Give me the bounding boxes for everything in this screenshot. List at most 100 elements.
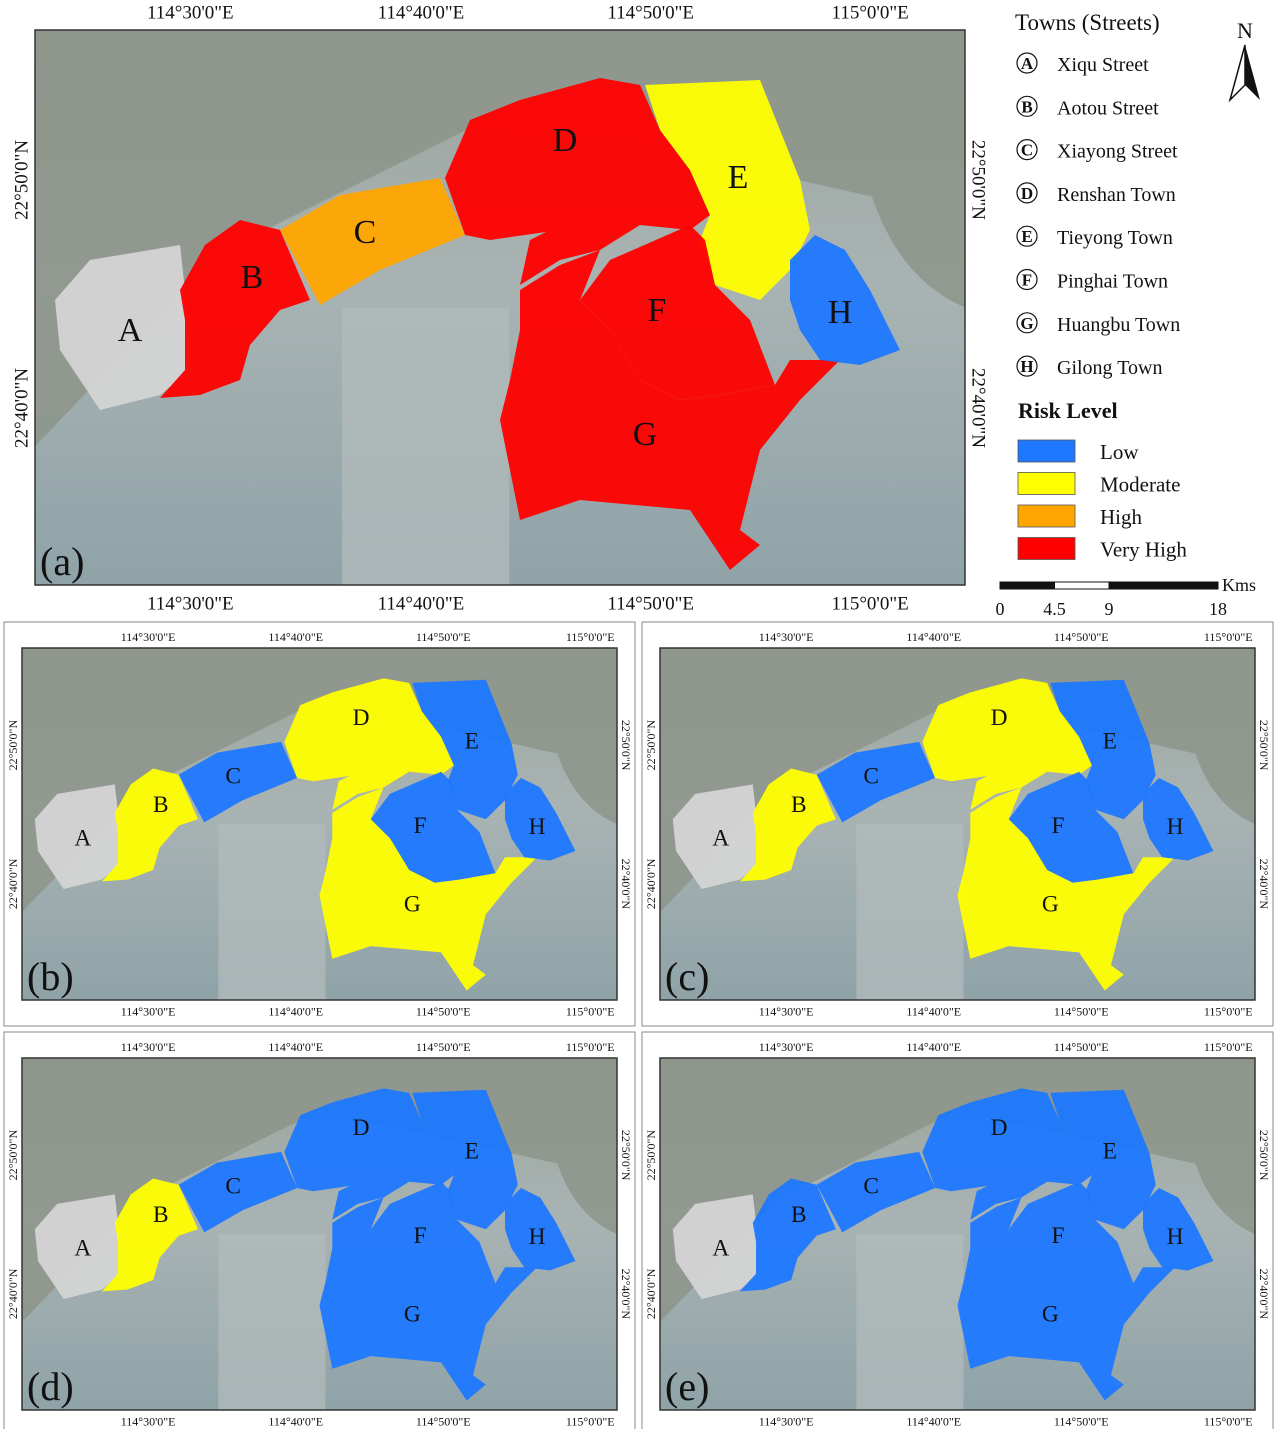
- town-name: Aotou Street: [1057, 97, 1159, 119]
- map-frame: [21, 1057, 618, 1411]
- x-coordinate-label: 114°50'0"E: [1054, 1005, 1109, 1019]
- town-label: B: [791, 792, 807, 818]
- town-region: [816, 1151, 936, 1233]
- town-letter-icon: [1016, 52, 1038, 74]
- panel-label: (a): [40, 539, 84, 584]
- panel-label: (d): [27, 1364, 74, 1409]
- town-name: Xiqu Street: [1057, 54, 1149, 76]
- x-coordinate-label: 114°40'0"E: [268, 1005, 323, 1019]
- risk-swatch: [1017, 504, 1076, 528]
- x-coordinate-label: 114°30'0"E: [147, 3, 234, 24]
- town-label: D: [353, 1115, 370, 1141]
- map-panel: A B C D E F G H 114°30'0"E 114°30'0"E 114°40'0"E 11…: [3, 1031, 636, 1434]
- town-letter-icon: [1016, 139, 1038, 161]
- town-region: [319, 1197, 537, 1401]
- town-label: E: [465, 1139, 479, 1165]
- scale-tick-label: 0: [996, 599, 1005, 619]
- map-panel: A B C D E F G H 114°30'0"E 114°30'0"E 114°40'0"E 11…: [11, 3, 988, 615]
- y-coordinate-label: 22°40'0"N: [11, 368, 32, 448]
- town-region: [922, 678, 1092, 810]
- y-coordinate-label: 22°50'0"N: [1257, 1130, 1271, 1181]
- y-coordinate-label: 22°40'0"N: [968, 368, 989, 448]
- town-label: E: [728, 159, 749, 196]
- town-name: Xiayong Street: [1057, 141, 1178, 163]
- x-coordinate-label: 114°40'0"E: [268, 630, 323, 644]
- town-region: [740, 1178, 836, 1292]
- town-region: [957, 787, 1175, 991]
- x-coordinate-label: 114°50'0"E: [1054, 630, 1109, 644]
- risk-name: Moderate: [1100, 473, 1180, 497]
- town-letter: G: [1020, 314, 1033, 333]
- town-label: A: [74, 1236, 91, 1262]
- risk-name: Very High: [1100, 538, 1187, 562]
- risk-swatch: [1017, 439, 1076, 463]
- risk-name: Low: [1100, 440, 1139, 464]
- town-region: [284, 1088, 454, 1220]
- town-region: [645, 80, 810, 300]
- town-region: [412, 679, 518, 820]
- north-arrow: [1228, 44, 1246, 103]
- water-inlet: [856, 1234, 964, 1410]
- north-label: N: [1237, 18, 1253, 43]
- scale-segment: [1108, 581, 1219, 590]
- town-region: [160, 220, 310, 398]
- y-coordinate-label: 22°50'0"N: [1257, 720, 1271, 771]
- x-coordinate-label: 114°30'0"E: [759, 630, 814, 644]
- town-region: [319, 787, 537, 991]
- town-label: F: [1051, 813, 1064, 839]
- y-coordinate-label: 22°40'0"N: [644, 858, 658, 909]
- town-label: E: [465, 729, 479, 755]
- map-panel: A B C D E F G H 114°30'0"E 114°30'0"E 114°40'0"E 11…: [3, 621, 636, 1027]
- town-region: [55, 245, 190, 410]
- scale-tick-label: 4.5: [1043, 599, 1066, 619]
- x-coordinate-label: 115°0'0"E: [1204, 1415, 1253, 1429]
- x-coordinate-label: 114°50'0"E: [607, 3, 694, 24]
- y-coordinate-label: 22°40'0"N: [1257, 1269, 1271, 1320]
- town-label: D: [353, 705, 370, 731]
- town-letter: E: [1021, 227, 1032, 246]
- y-coordinate-label: 22°40'0"N: [644, 1268, 658, 1319]
- x-coordinate-label: 114°30'0"E: [759, 1040, 814, 1054]
- y-coordinate-label: 22°50'0"N: [644, 720, 658, 771]
- x-coordinate-label: 114°30'0"E: [121, 1005, 176, 1019]
- town-region: [580, 225, 775, 400]
- x-coordinate-label: 114°30'0"E: [759, 1005, 814, 1019]
- x-coordinate-label: 115°0'0"E: [566, 630, 615, 644]
- town-label: A: [712, 826, 729, 852]
- town-letter-icon: [1016, 182, 1038, 204]
- town-label: E: [1103, 1139, 1117, 1165]
- x-coordinate-label: 114°30'0"E: [121, 1415, 176, 1429]
- x-coordinate-label: 114°50'0"E: [416, 1415, 471, 1429]
- town-name: Pinghai Town: [1057, 271, 1168, 293]
- y-coordinate-label: 22°40'0"N: [6, 858, 20, 909]
- town-letter: B: [1021, 97, 1032, 116]
- x-coordinate-label: 114°40'0"E: [268, 1040, 323, 1054]
- town-label: B: [153, 792, 169, 818]
- town-label: C: [225, 763, 241, 789]
- panel-box: [3, 1031, 636, 1434]
- town-label: F: [1051, 1223, 1064, 1249]
- town-region: [505, 778, 576, 861]
- town-label: G: [404, 892, 421, 918]
- town-name: Tieyong Town: [1057, 227, 1173, 249]
- x-coordinate-label: 114°50'0"E: [416, 1040, 471, 1054]
- x-coordinate-label: 114°50'0"E: [416, 1005, 471, 1019]
- risk-name: High: [1100, 505, 1143, 529]
- panel-label: (e): [665, 1364, 709, 1409]
- town-label: G: [1042, 892, 1059, 918]
- x-coordinate-label: 115°0'0"E: [1204, 630, 1253, 644]
- town-label: H: [529, 1224, 546, 1250]
- town-label: H: [529, 814, 546, 840]
- town-label: C: [863, 1173, 879, 1199]
- town-letter: C: [1021, 141, 1033, 160]
- town-name: Renshan Town: [1057, 184, 1176, 206]
- x-coordinate-label: 114°30'0"E: [121, 630, 176, 644]
- x-coordinate-label: 114°40'0"E: [268, 1415, 323, 1429]
- town-region: [672, 1194, 760, 1299]
- y-coordinate-label: 22°50'0"N: [968, 140, 989, 220]
- x-coordinate-label: 114°50'0"E: [607, 594, 694, 615]
- town-label: A: [74, 826, 91, 852]
- town-region: [922, 1088, 1092, 1220]
- panel-label: (b): [27, 954, 74, 999]
